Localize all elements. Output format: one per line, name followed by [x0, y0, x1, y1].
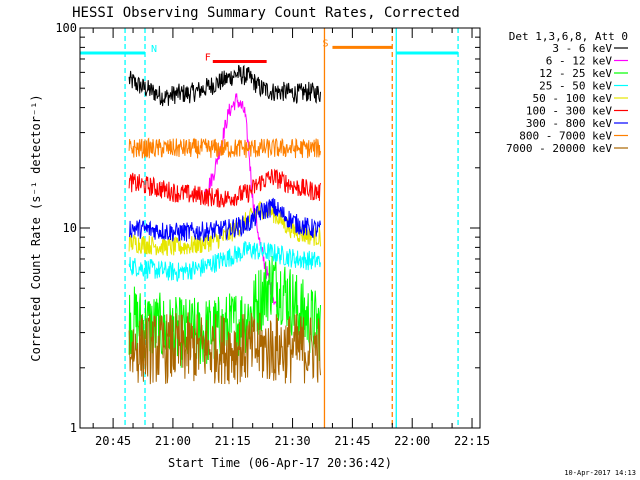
series-line-1 [204, 93, 278, 308]
series-line-7 [128, 137, 321, 159]
y-tick-label: 10 [63, 221, 77, 235]
x-tick-label: 21:30 [274, 434, 310, 448]
legend-label-7: 800 - 7000 keV [519, 130, 612, 143]
x-tick-label: 20:45 [95, 434, 131, 448]
legend-label-3: 25 - 50 keV [539, 80, 612, 93]
y-tick-label: 1 [70, 421, 77, 435]
timestamp: 10-Apr-2017 14:13 [564, 469, 636, 477]
series-line-3 [128, 240, 321, 282]
series-line-6 [128, 197, 321, 243]
series-line-5 [128, 168, 321, 208]
y-axis-label: Corrected Count Rate (s⁻¹ detector⁻¹) [29, 94, 43, 361]
x-tick-label: 21:45 [334, 434, 370, 448]
series-line-4 [128, 201, 321, 257]
series-line-0 [128, 64, 321, 107]
legend-label-2: 12 - 25 keV [539, 67, 612, 80]
y-tick-label: 100 [55, 21, 77, 35]
legend-title: Det 1,3,6,8, Att 0 [509, 30, 628, 43]
annotation-label-night: N [151, 44, 157, 55]
legend-label-4: 50 - 100 keV [533, 92, 613, 105]
x-tick-label: 22:15 [454, 434, 490, 448]
legend-label-6: 300 - 800 keV [526, 117, 612, 130]
series-line-8 [128, 312, 321, 385]
y-axis: 1 10 100 [55, 21, 480, 435]
x-axis-label: Start Time (06-Apr-17 20:36:42) [168, 456, 392, 470]
legend-label-8: 7000 - 20000 keV [506, 142, 612, 155]
legend-label-0: 3 - 6 keV [552, 42, 612, 55]
x-tick-label: 22:00 [394, 434, 430, 448]
plot-area: N F S [80, 28, 459, 428]
x-tick-label: 21:15 [215, 434, 251, 448]
chart-title: HESSI Observing Summary Count Rates, Cor… [72, 5, 460, 21]
annotation-label-saa: S [322, 38, 328, 49]
x-tick-label: 21:00 [155, 434, 191, 448]
legend-label-1: 6 - 12 keV [546, 55, 613, 68]
annotation-label-flare: F [205, 52, 211, 63]
x-axis: 20:45 21:00 21:15 21:30 21:45 22:00 22:15 [92, 28, 490, 448]
legend-label-5: 100 - 300 keV [526, 105, 612, 118]
